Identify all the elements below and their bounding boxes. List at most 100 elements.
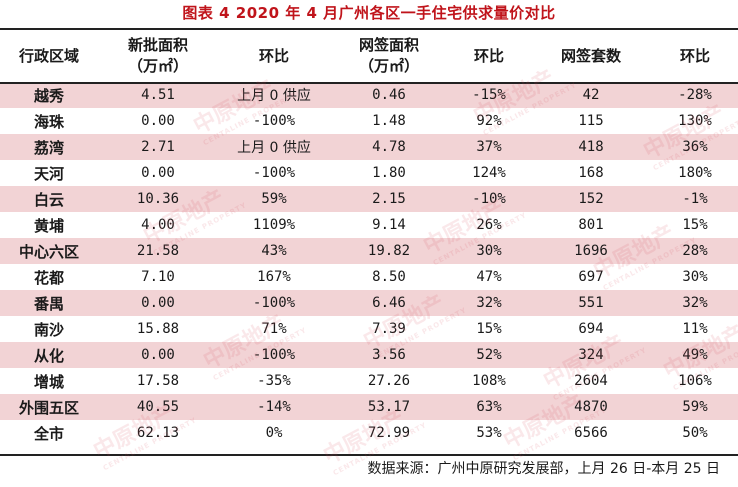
cell-region: 中心六区 [0, 238, 98, 264]
cell-sign-area-mom: 92% [476, 113, 502, 129]
cell-sign-units: 2604 [574, 373, 608, 389]
cell-region: 全市 [33, 424, 64, 443]
cell-region: 从化 [0, 342, 98, 368]
cell-sign-area: 6.46 [330, 290, 448, 316]
cell-sign-area: 0.46 [330, 82, 448, 108]
header-rule [0, 82, 738, 84]
cell-sign-area: 1.48 [372, 113, 406, 129]
cell-sign-units-mom: -28% [652, 82, 738, 108]
cell-sign-area: 7.39 [372, 321, 406, 337]
table-row: 全市 62.13 0% 72.99 53% 6566 50% [0, 420, 738, 446]
cell-sign-area-mom: 32% [448, 290, 530, 316]
cell-new-area: 17.58 [136, 373, 180, 389]
cell-sign-area: 27.26 [367, 373, 411, 389]
table-row: 增城 17.58 -35% 27.26 108% 2604 106% [0, 368, 738, 394]
cell-sign-units-mom: 36% [652, 134, 738, 160]
cell-region: 外围五区 [0, 394, 98, 420]
cell-sign-units: 697 [578, 269, 604, 285]
header-new-area: 新批面积 （万㎡） [127, 36, 188, 75]
cell-sign-area-mom: 30% [448, 238, 530, 264]
cell-new-area-mom: 71% [261, 321, 287, 337]
cell-sign-units: 168 [578, 165, 604, 181]
cell-new-area-mom: -100% [218, 342, 330, 368]
header-sign-units-mom: 环比 [679, 46, 710, 65]
cell-region: 越秀 [0, 82, 98, 108]
cell-new-area: 7.10 [141, 269, 175, 285]
cell-sign-units-mom: 11% [682, 321, 708, 337]
cell-sign-units-mom: 106% [678, 373, 712, 389]
cell-new-area: 21.58 [98, 238, 218, 264]
table-row: 从化 0.00 -100% 3.56 52% 324 49% [0, 342, 738, 368]
cell-region: 增城 [33, 372, 64, 391]
table-title: 图表 4 2020 年 4 月广州各区一手住宅供求量价对比 [182, 4, 556, 22]
cell-new-area-mom: -14% [218, 394, 330, 420]
cell-region: 荔湾 [0, 134, 98, 160]
cell-sign-units-mom: 49% [652, 342, 738, 368]
header-region: 行政区域 [18, 46, 79, 65]
cell-sign-area: 53.17 [330, 394, 448, 420]
cell-sign-area: 4.78 [330, 134, 448, 160]
cell-new-area-mom: 59% [218, 186, 330, 212]
cell-sign-units: 551 [530, 290, 652, 316]
cell-new-area-mom: -100% [252, 165, 296, 181]
table-row: 海珠 0.00 -100% 1.48 92% 115 130% [0, 108, 738, 134]
table-row: 白云 10.36 59% 2.15 -10% 152 -1% [0, 186, 738, 212]
cell-sign-area-mom: 63% [448, 394, 530, 420]
cell-sign-units: 1696 [530, 238, 652, 264]
cell-sign-area: 72.99 [367, 425, 411, 441]
cell-new-area: 0.00 [98, 342, 218, 368]
cell-sign-units-mom: 15% [682, 217, 708, 233]
cell-region: 花都 [33, 268, 64, 287]
cell-sign-area-mom: 52% [448, 342, 530, 368]
cell-sign-area-mom: -10% [448, 186, 530, 212]
table-row: 天河 0.00 -100% 1.80 124% 168 180% [0, 160, 738, 186]
cell-sign-area: 8.50 [372, 269, 406, 285]
header-sign-units: 网签套数 [560, 46, 621, 65]
header-row: 行政区域 新批面积 （万㎡） 环比 网签面积 （万㎡） 环比 网签套数 环比 [0, 30, 738, 82]
cell-sign-area-mom: 26% [476, 217, 502, 233]
cell-sign-units-mom: 32% [652, 290, 738, 316]
top-rule [0, 28, 738, 30]
cell-sign-units: 801 [578, 217, 604, 233]
cell-new-area: 40.55 [98, 394, 218, 420]
cell-sign-area: 19.82 [330, 238, 448, 264]
cell-sign-area-mom: 108% [472, 373, 506, 389]
cell-sign-units-mom: 180% [678, 165, 712, 181]
cell-sign-units: 4870 [530, 394, 652, 420]
cell-sign-units: 115 [578, 113, 604, 129]
cell-new-area-mom: -35% [257, 373, 291, 389]
cell-sign-area: 9.14 [372, 217, 406, 233]
cell-sign-units: 324 [530, 342, 652, 368]
table-row: 花都 7.10 167% 8.50 47% 697 30% [0, 264, 738, 290]
cell-region: 番禺 [0, 290, 98, 316]
cell-sign-area-mom: 47% [476, 269, 502, 285]
cell-sign-units: 152 [530, 186, 652, 212]
cell-new-area-mom: 43% [218, 238, 330, 264]
cell-region: 白云 [0, 186, 98, 212]
cell-sign-area-mom: 37% [448, 134, 530, 160]
cell-sign-units-mom: 59% [652, 394, 738, 420]
table-row: 荔湾 2.71 上月 0 供应 4.78 37% 418 36% [0, 134, 738, 160]
cell-sign-units: 6566 [574, 425, 608, 441]
cell-new-area-mom: -100% [218, 290, 330, 316]
supply-demand-table: 行政区域 新批面积 （万㎡） 环比 网签面积 （万㎡） 环比 网签套数 环比 越秀 4… [0, 30, 738, 446]
cell-new-area-mom: 上月 0 供应 [218, 134, 330, 160]
cell-sign-units: 418 [530, 134, 652, 160]
data-source-note: 数据来源：广州中原研究发展部，上月 26 日-本月 25 日 [367, 461, 720, 477]
cell-new-area: 15.88 [136, 321, 180, 337]
cell-sign-units-mom: 50% [682, 425, 708, 441]
header-new-area-mom: 环比 [258, 46, 289, 65]
cell-new-area: 0.00 [141, 113, 175, 129]
cell-sign-units: 42 [530, 82, 652, 108]
cell-sign-units-mom: -1% [652, 186, 738, 212]
cell-new-area-mom: -100% [252, 113, 296, 129]
cell-sign-area-mom: -15% [448, 82, 530, 108]
cell-new-area: 0.00 [98, 290, 218, 316]
table-row: 番禺 0.00 -100% 6.46 32% 551 32% [0, 290, 738, 316]
cell-sign-units-mom: 28% [652, 238, 738, 264]
cell-sign-area: 3.56 [330, 342, 448, 368]
cell-new-area: 0.00 [141, 165, 175, 181]
cell-new-area-mom: 0% [265, 425, 283, 441]
cell-sign-units: 694 [578, 321, 604, 337]
table-row: 中心六区 21.58 43% 19.82 30% 1696 28% [0, 238, 738, 264]
